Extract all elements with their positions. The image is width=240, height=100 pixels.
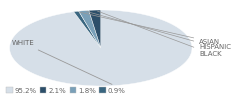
Legend: 95.2%, 2.1%, 1.8%, 0.9%: 95.2%, 2.1%, 1.8%, 0.9% — [3, 85, 128, 96]
Text: BLACK: BLACK — [97, 11, 222, 56]
Text: ASIAN: ASIAN — [79, 12, 220, 44]
Text: HISPANIC: HISPANIC — [86, 11, 231, 50]
Polygon shape — [10, 10, 192, 86]
Polygon shape — [89, 10, 101, 48]
Polygon shape — [74, 11, 101, 48]
Text: WHITE: WHITE — [12, 40, 112, 84]
Polygon shape — [79, 10, 101, 48]
